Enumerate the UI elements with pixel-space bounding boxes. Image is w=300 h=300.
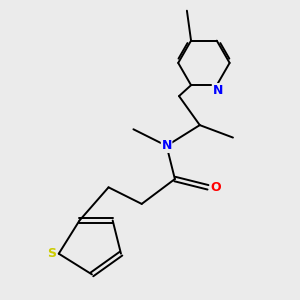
Text: N: N xyxy=(161,140,172,152)
Text: N: N xyxy=(212,84,223,97)
Text: O: O xyxy=(210,181,221,194)
Text: S: S xyxy=(47,247,56,260)
